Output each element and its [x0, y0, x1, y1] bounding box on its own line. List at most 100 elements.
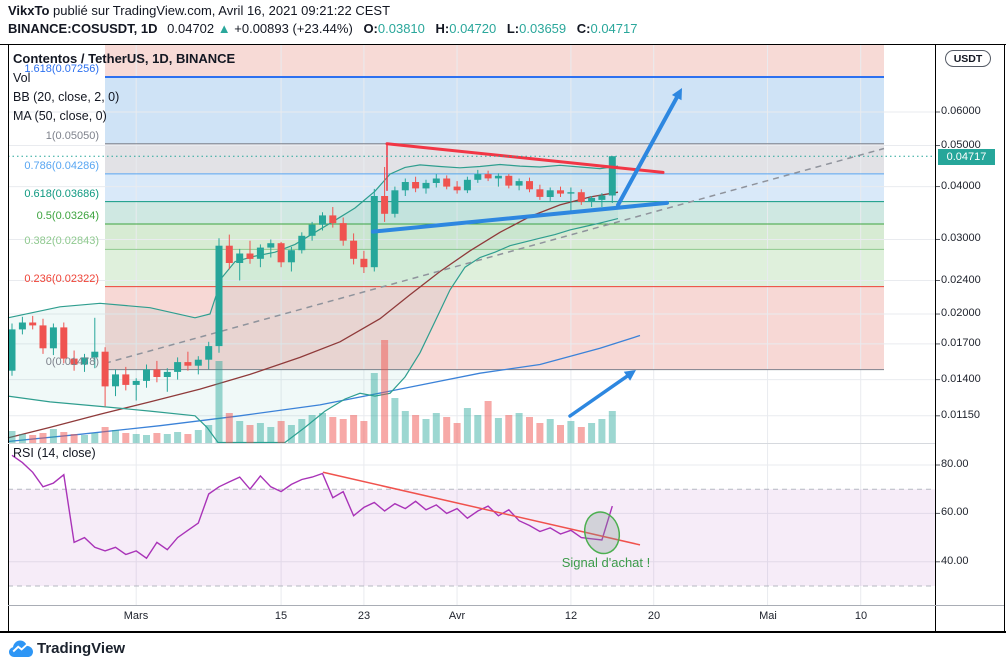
volume-bar	[463, 408, 471, 443]
time-tick-label: 12	[564, 610, 578, 622]
legend-bollinger-indicator[interactable]: BB (20, close, 2, 0)	[13, 90, 120, 104]
volume-bar	[194, 430, 202, 443]
candle-body	[29, 322, 37, 326]
rsi-legend[interactable]: RSI (14, close)	[13, 446, 96, 460]
volume-bar	[246, 425, 254, 443]
close-label: C:	[576, 21, 591, 36]
candle-body	[391, 190, 399, 214]
dashed-trendline	[104, 147, 885, 365]
volume-bar	[132, 434, 140, 443]
time-tick-label: Mai	[759, 610, 777, 622]
candle-body	[81, 357, 88, 365]
high-label: H:	[435, 21, 450, 36]
volume-bar	[101, 427, 109, 443]
time-tick-label: 20	[647, 610, 661, 622]
candle-body	[153, 369, 161, 377]
time-tick-label: 15	[274, 610, 288, 622]
high-value: 0.04720	[449, 21, 497, 36]
candle-body	[256, 247, 264, 259]
legend-volume-indicator[interactable]: Vol	[13, 71, 31, 85]
volume-bar	[526, 417, 533, 443]
publish-info: publié sur TradingView.com, Avril 16, 20…	[49, 3, 391, 18]
volume-bar	[215, 361, 223, 443]
volume-bar	[267, 427, 275, 443]
rsi-trendline	[322, 471, 641, 546]
legend-ma-indicator[interactable]: MA (50, close, 0)	[13, 109, 107, 123]
price-tick-label: 0.01400	[941, 373, 981, 385]
candle-body	[350, 240, 358, 259]
volume-bar	[174, 432, 182, 443]
legend-symbol-title[interactable]: Contentos / TetherUS, 1D, BINANCE	[13, 51, 236, 66]
author-name[interactable]: VikxTo	[8, 3, 50, 18]
fib-band	[105, 224, 884, 250]
fib-level-label: 0(0.01478)	[45, 356, 99, 368]
volume-bar	[360, 421, 368, 443]
time-tick-label: Mars	[123, 610, 149, 622]
candle-body	[18, 322, 26, 330]
tradingview-logo-icon[interactable]	[8, 639, 34, 658]
close-value: 0.04717	[590, 21, 638, 36]
candle-body	[70, 358, 78, 365]
rsi-line	[11, 454, 613, 560]
candle-body	[567, 192, 575, 194]
volume-bar	[494, 418, 502, 443]
bb-fill	[8, 164, 618, 443]
candle-body	[557, 190, 564, 194]
volume-bar	[536, 423, 544, 443]
candle-body	[339, 223, 347, 241]
price-tick-label: 0.01150	[941, 409, 980, 421]
candle-body	[267, 243, 275, 248]
candle-body	[225, 245, 233, 263]
volume-bar	[122, 433, 130, 443]
volume-bar	[112, 430, 119, 443]
candle-body	[546, 190, 554, 197]
candle-body	[319, 215, 326, 225]
time-tick-label: Avr	[448, 610, 466, 622]
fib-level-label: 1.618(0.07256)	[24, 63, 99, 75]
rsi-tick-label: 60.00	[941, 506, 969, 518]
bb-upper-line	[7, 163, 619, 319]
volume-bar	[598, 419, 606, 443]
volume-bar	[350, 415, 358, 443]
volume-bar	[287, 425, 295, 443]
fib-band	[105, 77, 884, 144]
price-tick-label: 0.01700	[941, 337, 981, 349]
volume-bar	[567, 421, 575, 443]
candle-body	[494, 175, 502, 179]
long-ma-line	[7, 334, 641, 443]
volume-bar	[443, 417, 451, 443]
tradingview-brand-text[interactable]: TradingView	[37, 640, 126, 657]
volume-bar	[339, 419, 347, 443]
volume-bar	[505, 415, 513, 443]
candle-body	[329, 215, 337, 224]
volume-bar	[484, 401, 492, 443]
price-tick-label: 0.06000	[941, 105, 981, 117]
fib-level-label: 0.5(0.03264)	[36, 210, 99, 222]
up-arrow-icon: ▲	[217, 21, 231, 36]
candle-body	[246, 253, 254, 259]
volume-bar	[557, 425, 564, 443]
chart-legend: Contentos / TetherUS, 1D, BINANCE Vol BB…	[13, 51, 235, 128]
trendline	[385, 142, 665, 174]
volume-bar	[225, 413, 233, 443]
arrow-line	[616, 95, 679, 207]
symbol-name[interactable]: BINANCE:COSUSDT, 1D	[8, 21, 158, 36]
candle-body	[308, 224, 316, 236]
volume-bar	[474, 415, 482, 443]
candle-body	[215, 245, 223, 347]
candle-body	[236, 253, 244, 263]
candle-body	[412, 182, 420, 189]
signal-ellipse	[583, 511, 621, 555]
open-label: O:	[363, 21, 378, 36]
candle-body	[577, 192, 585, 202]
candle-body	[432, 178, 440, 183]
volume-bar	[608, 411, 616, 443]
volume-bar	[412, 415, 420, 443]
price-tick-label: 0.03000	[941, 232, 981, 244]
volume-bar	[60, 432, 68, 443]
fib-band	[105, 173, 884, 202]
currency-unit-button[interactable]: USDT	[945, 50, 991, 67]
last-price: 0.04702	[167, 21, 215, 36]
